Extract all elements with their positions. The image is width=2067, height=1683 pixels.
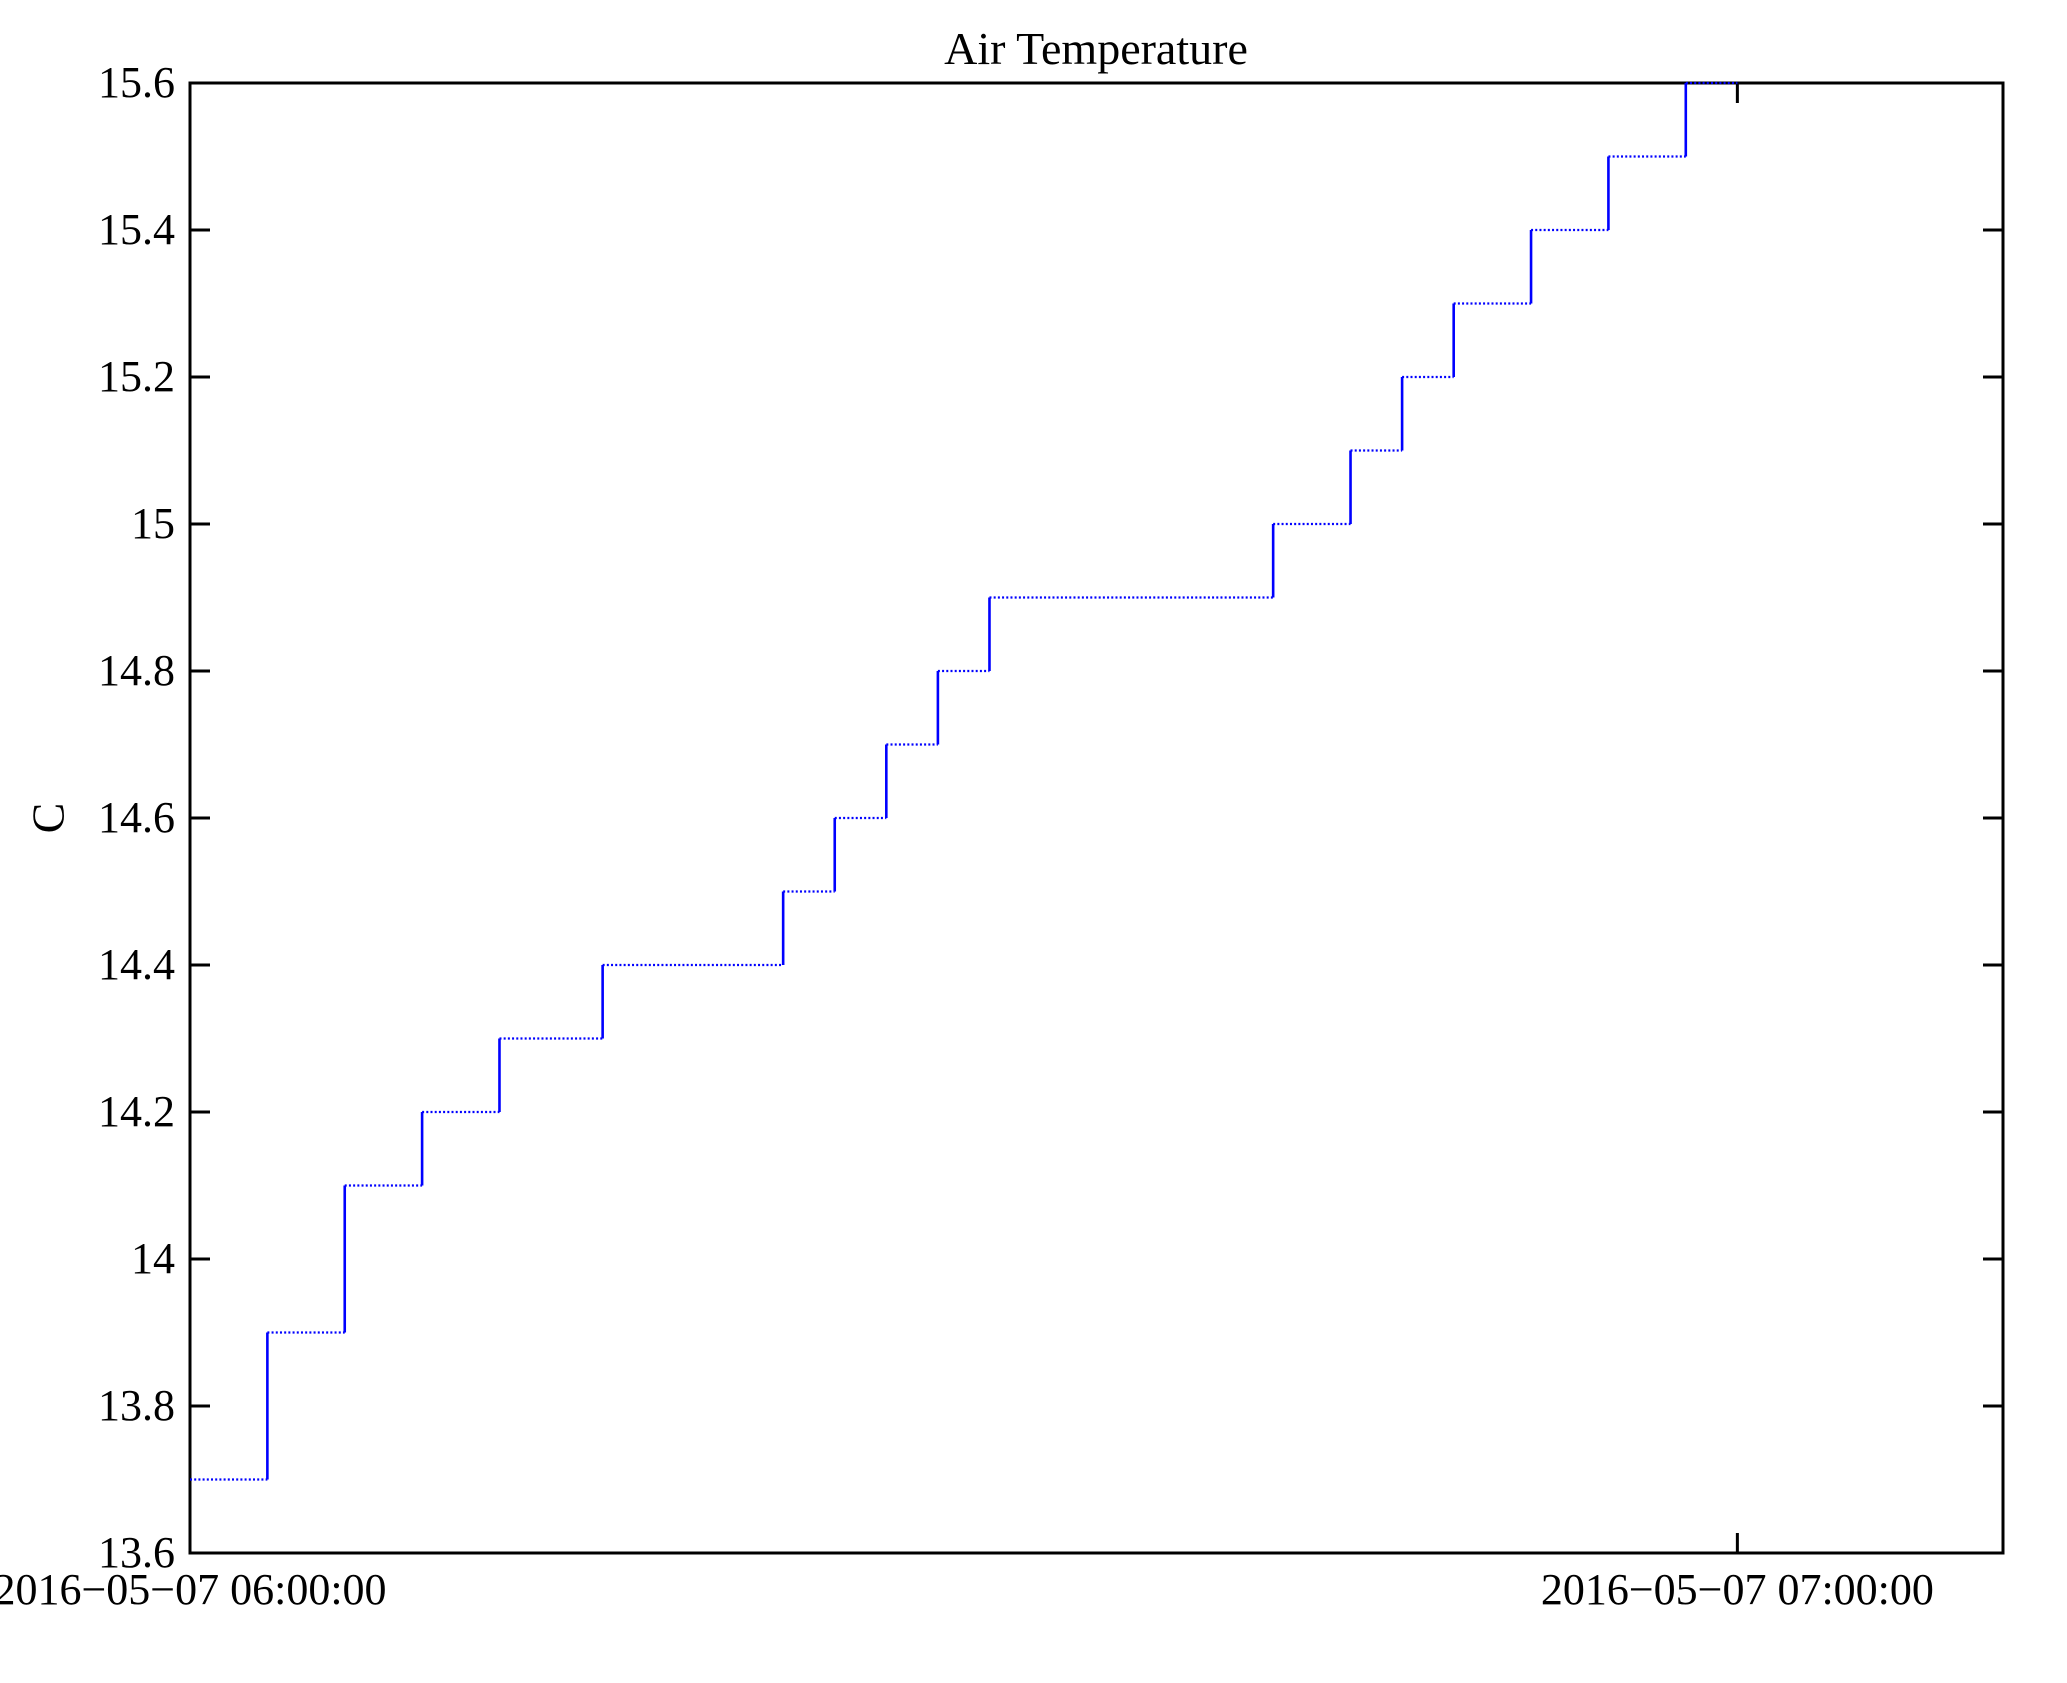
y-tick-label: 14.2 [98, 1087, 175, 1136]
y-tick-label: 14 [131, 1234, 175, 1283]
chart-title: Air Temperature [944, 23, 1248, 74]
axis-box [188, 81, 2005, 1555]
x-tick-label: 2016−05−07 06:00:00 [0, 1565, 387, 1614]
y-tick-label: 15.2 [98, 352, 175, 401]
y-tick-label: 13.6 [98, 1528, 175, 1577]
y-tick-label: 13.8 [98, 1381, 175, 1430]
y-tick-label: 15.6 [98, 58, 175, 107]
y-tick-label: 14.4 [98, 940, 175, 989]
y-tick-label: 15 [131, 499, 175, 548]
y-tick-label: 14.8 [98, 646, 175, 695]
y-tick-label: 15.4 [98, 205, 175, 254]
x-tick-label: 2016−05−07 07:00:00 [1540, 1565, 1934, 1614]
y-tick-label: 14.6 [98, 793, 175, 842]
